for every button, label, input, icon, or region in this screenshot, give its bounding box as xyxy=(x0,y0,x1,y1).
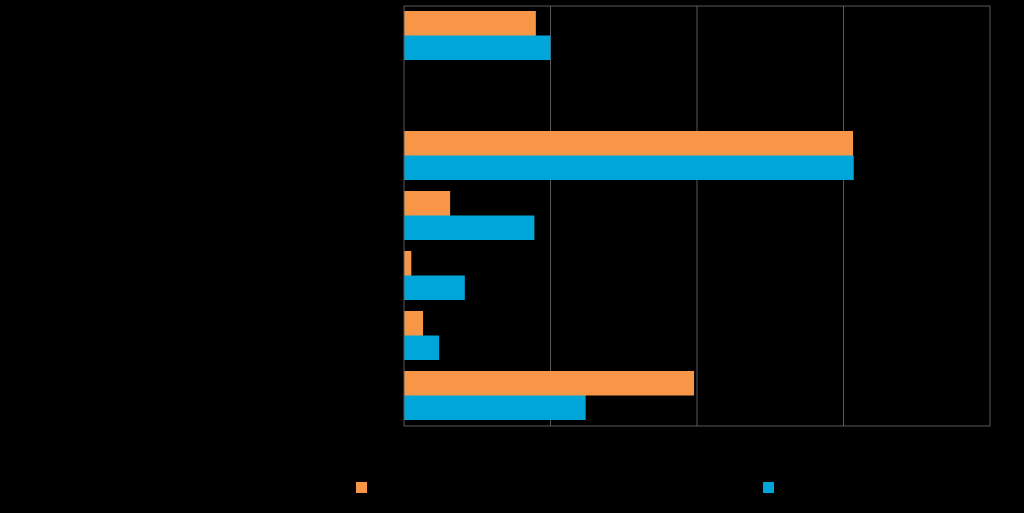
bar-series-2-category-5 xyxy=(404,275,465,300)
gridlines xyxy=(550,6,844,426)
bar-series-1-category-4 xyxy=(404,191,451,216)
bar-series-2-category-3 xyxy=(404,155,854,180)
bar-series-1-category-7 xyxy=(404,371,695,396)
bar-series-1-category-5 xyxy=(404,251,412,276)
bar-series-2-category-1 xyxy=(404,35,551,60)
bar-series-1-category-6 xyxy=(404,311,424,336)
bars xyxy=(404,11,854,420)
legend-swatch-series-2 xyxy=(763,482,774,493)
bar-series-1-category-1 xyxy=(404,11,536,36)
legend-swatch-series-1 xyxy=(356,482,367,493)
bar-series-2-category-7 xyxy=(404,395,586,420)
bar-series-2-category-4 xyxy=(404,215,535,240)
bar-series-2-category-6 xyxy=(404,335,440,360)
bar-series-1-category-3 xyxy=(404,131,854,156)
